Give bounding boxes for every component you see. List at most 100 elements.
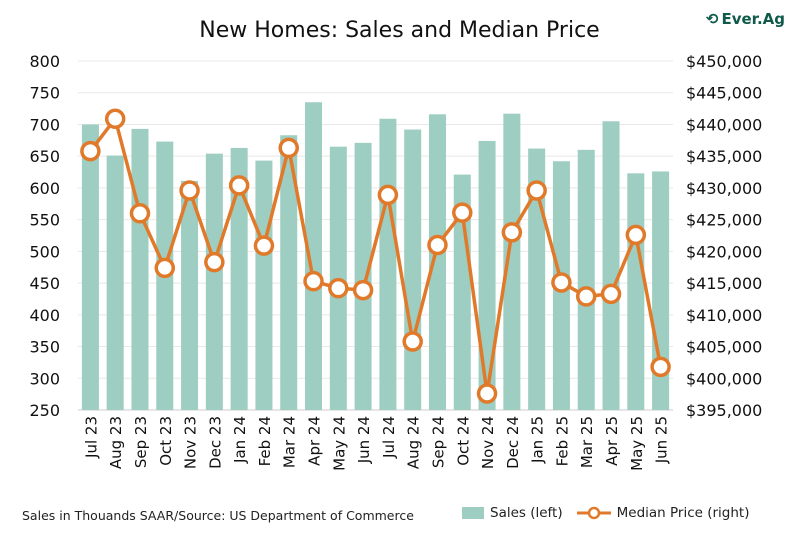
point-median-price <box>154 257 176 279</box>
bar-sales <box>305 102 323 410</box>
bar-sales <box>602 121 620 411</box>
x-axis-tick: Oct 23 <box>157 416 175 466</box>
bar-sales <box>577 149 595 410</box>
point-median-price <box>377 184 399 206</box>
bar-sales <box>379 118 397 410</box>
bar-sales <box>528 148 546 411</box>
x-axis-tick: Jan 24 <box>231 416 249 464</box>
x-axis-tick: Jul 23 <box>82 416 100 459</box>
point-median-price <box>501 222 523 243</box>
point-median-price <box>625 224 647 246</box>
right-axis-tick: $435,000 <box>686 147 762 166</box>
right-axis-tick: $410,000 <box>686 306 762 325</box>
point-median-price <box>650 356 671 378</box>
line-median-price <box>89 114 663 394</box>
bar-sales <box>354 142 372 410</box>
point-median-price <box>80 140 101 162</box>
right-axis-tick: $425,000 <box>686 211 762 230</box>
point-median-price <box>228 175 250 196</box>
right-axis-tick: $430,000 <box>686 179 762 198</box>
bar-sales <box>627 173 645 410</box>
left-axis-tick: 450 <box>29 274 60 293</box>
point-median-price <box>129 203 151 224</box>
point-median-price <box>476 383 498 404</box>
legend-swatch-price <box>576 506 611 520</box>
left-axis-tick: 400 <box>29 306 60 325</box>
x-axis-tick: Feb 25 <box>553 416 571 466</box>
right-axis-tick: $395,000 <box>686 401 762 420</box>
x-axis-tick: Sep 23 <box>132 416 150 468</box>
logo-icon: ⟲ <box>705 10 719 28</box>
point-median-price <box>551 272 572 293</box>
right-axis-tick: $420,000 <box>686 242 762 261</box>
x-axis-tick: May 24 <box>330 416 348 471</box>
x-axis-tick: Jul 24 <box>380 416 398 459</box>
bar-sales <box>106 155 124 410</box>
x-axis-tick: Jun 24 <box>355 416 373 464</box>
point-median-price <box>352 279 374 301</box>
x-axis-tick: Nov 24 <box>479 416 497 469</box>
bar-sales <box>255 160 273 410</box>
logo-text: Ever.Ag <box>721 10 785 28</box>
point-median-price <box>452 202 473 223</box>
point-median-price <box>402 331 423 352</box>
right-axis-tick: $415,000 <box>686 274 762 293</box>
right-axis-tick: $400,000 <box>686 369 762 388</box>
bar-sales <box>428 114 446 410</box>
left-axis-tick: 300 <box>29 369 60 388</box>
left-axis-tick: 600 <box>29 179 60 198</box>
point-median-price <box>253 235 275 256</box>
x-axis-tick: Oct 24 <box>454 416 472 466</box>
x-axis-tick: Aug 23 <box>107 416 125 469</box>
point-median-price <box>104 108 126 129</box>
right-axis-tick: $450,000 <box>686 52 762 71</box>
left-axis-tick: 650 <box>29 147 60 166</box>
point-median-price <box>526 180 547 201</box>
bar-sales <box>404 129 422 410</box>
bar-sales <box>81 124 99 411</box>
point-median-price <box>427 234 448 256</box>
point-median-price <box>204 251 225 273</box>
x-axis-tick: Apr 24 <box>306 416 324 466</box>
left-axis-tick: 500 <box>29 242 60 261</box>
right-axis-tick: $440,000 <box>686 115 762 134</box>
x-axis-tick: Aug 24 <box>405 416 423 469</box>
x-axis-tick: Mar 25 <box>578 416 596 468</box>
x-axis-tick: Sep 24 <box>429 416 447 468</box>
chart-title: New Homes: Sales and Median Price <box>199 18 600 43</box>
legend-label-sales: Sales (left) <box>490 505 563 521</box>
bar-sales <box>131 128 149 410</box>
x-axis-tick: Jun 25 <box>653 416 671 464</box>
x-axis-tick: May 25 <box>628 416 646 471</box>
right-axis-tick: $405,000 <box>686 338 762 357</box>
x-axis-tick: Apr 25 <box>603 416 621 466</box>
x-axis-tick: Nov 23 <box>182 416 200 469</box>
x-axis-tick: Jan 25 <box>529 416 547 464</box>
point-median-price <box>179 180 200 201</box>
x-axis-tick: Dec 24 <box>504 416 522 469</box>
point-median-price <box>303 270 324 292</box>
legend-label-price: Median Price (right) <box>616 505 750 521</box>
bar-sales <box>205 153 223 411</box>
point-median-price <box>328 277 349 299</box>
point-median-price <box>600 283 622 305</box>
legend: Sales (left) Median Price (right) <box>462 505 750 521</box>
bar-sales <box>181 180 199 410</box>
source-note: Sales in Thouands SAAR/Source: US Depart… <box>22 508 414 523</box>
bar-sales <box>230 147 248 410</box>
x-axis-tick: Feb 24 <box>256 416 274 466</box>
left-axis-tick: 700 <box>29 115 60 134</box>
x-axis-tick: Dec 23 <box>206 416 224 469</box>
point-median-price <box>278 137 299 159</box>
point-median-price <box>575 286 597 307</box>
bar-sales <box>478 140 496 410</box>
right-axis-tick: $445,000 <box>686 84 762 103</box>
bar-sales <box>280 135 298 410</box>
legend-swatch-sales <box>462 507 484 519</box>
x-axis-tick: Mar 24 <box>281 416 299 468</box>
left-axis-tick: 350 <box>29 338 60 357</box>
left-axis-tick: 800 <box>29 52 60 71</box>
left-axis-tick: 750 <box>29 84 60 103</box>
